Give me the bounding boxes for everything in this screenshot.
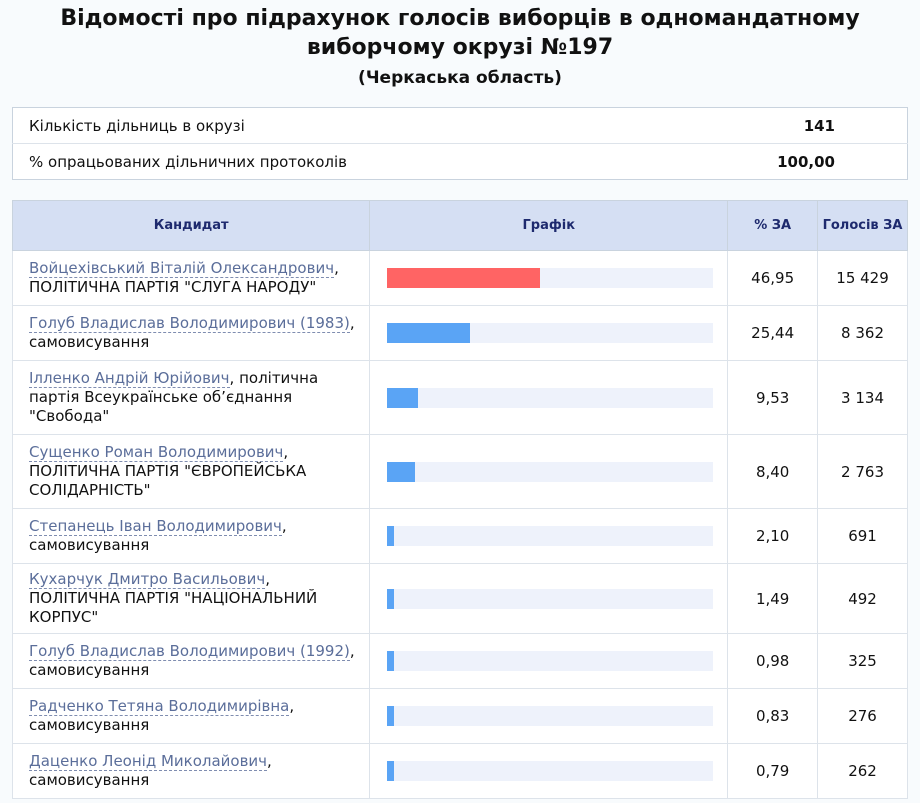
summary-row-processed: % опрацьованих дільничних протоколів 100… bbox=[13, 144, 908, 180]
table-row: Войцехівський Віталій Олександрович, ПОЛ… bbox=[11, 250, 908, 306]
candidate-party: , політична партія Всеукраїнське об’єдна… bbox=[29, 369, 319, 425]
percent-cell: 8,40 bbox=[727, 434, 819, 509]
chart-cell bbox=[369, 508, 729, 564]
candidate-link[interactable]: Радченко Тетяна Володимирівна bbox=[29, 697, 290, 716]
chart-cell bbox=[369, 633, 729, 689]
bar-track bbox=[387, 323, 714, 343]
table-row: Даценко Леонід Миколайович, самовисуванн… bbox=[11, 743, 908, 799]
votes-cell: 2 763 bbox=[817, 434, 908, 509]
candidate-link[interactable]: Сущенко Роман Володимирович bbox=[29, 443, 284, 462]
results-table: Кандидат Графік % ЗА Голосів ЗА Войцехів… bbox=[11, 200, 908, 799]
summary-value: 141 bbox=[707, 107, 908, 144]
percent-cell: 9,53 bbox=[727, 360, 819, 435]
candidate-cell: Степанець Іван Володимирович, самовисува… bbox=[11, 508, 371, 564]
candidate-link[interactable]: Степанець Іван Володимирович bbox=[29, 517, 282, 536]
candidate-party: , самовисування bbox=[29, 517, 287, 554]
chart-cell bbox=[369, 250, 729, 306]
votes-cell: 3 134 bbox=[817, 360, 908, 435]
votes-cell: 691 bbox=[817, 508, 908, 564]
vote-share-bar bbox=[387, 651, 394, 671]
vote-share-bar bbox=[387, 461, 415, 482]
candidate-party: , самовисування bbox=[29, 752, 272, 789]
candidate-party: , самовисування bbox=[29, 697, 295, 734]
candidate-link[interactable]: Войцехівський Віталій Олександрович bbox=[29, 259, 335, 278]
vote-share-bar bbox=[387, 323, 471, 343]
candidate-link[interactable]: Кухарчук Дмитро Васильович bbox=[29, 570, 266, 589]
percent-cell: 0,83 bbox=[727, 688, 819, 744]
summary-label: Кількість дільниць в окрузі bbox=[12, 107, 708, 144]
results-body: Войцехівський Віталій Олександрович, ПОЛ… bbox=[11, 250, 908, 799]
percent-cell: 0,79 bbox=[727, 743, 819, 799]
candidate-link[interactable]: Голуб Владислав Володимирович (1992) bbox=[29, 642, 350, 661]
vote-share-bar bbox=[387, 526, 395, 546]
table-row: Голуб Владислав Володимирович (1983), са… bbox=[11, 305, 908, 361]
table-row: Радченко Тетяна Володимирівна, самовисув… bbox=[11, 688, 908, 744]
chart-cell bbox=[369, 305, 729, 361]
candidate-party: , ПОЛІТИЧНА ПАРТІЯ "НАЦІОНАЛЬНИЙ КОРПУС" bbox=[29, 570, 318, 626]
candidate-cell: Голуб Владислав Володимирович (1983), са… bbox=[11, 305, 371, 361]
vote-share-bar bbox=[387, 761, 394, 781]
candidate-party: , самовисування bbox=[29, 642, 355, 679]
votes-cell: 492 bbox=[817, 563, 908, 634]
candidate-cell: Даценко Леонід Миколайович, самовисуванн… bbox=[11, 743, 371, 799]
candidate-cell: Ілленко Андрій Юрійович, політична парті… bbox=[11, 360, 371, 435]
votes-cell: 262 bbox=[817, 743, 908, 799]
candidate-cell: Войцехівський Віталій Олександрович, ПОЛ… bbox=[11, 250, 371, 306]
chart-cell bbox=[369, 743, 729, 799]
chart-cell bbox=[369, 434, 729, 509]
bar-track bbox=[387, 461, 714, 482]
percent-cell: 1,49 bbox=[727, 563, 819, 634]
vote-share-bar bbox=[387, 588, 394, 609]
percent-cell: 2,10 bbox=[727, 508, 819, 564]
vote-share-bar bbox=[387, 268, 541, 288]
summary-row-stations: Кількість дільниць в окрузі 141 bbox=[12, 107, 908, 144]
results-header-row: Кандидат Графік % ЗА Голосів ЗА bbox=[11, 200, 908, 251]
candidate-link[interactable]: Даценко Леонід Миколайович bbox=[29, 752, 268, 771]
candidate-link[interactable]: Ілленко Андрій Юрійович bbox=[29, 369, 230, 388]
table-row: Степанець Іван Володимирович, самовисува… bbox=[11, 508, 908, 564]
bar-track bbox=[387, 526, 714, 546]
table-row: Ілленко Андрій Юрійович, політична парті… bbox=[11, 360, 908, 435]
candidate-cell: Радченко Тетяна Володимирівна, самовисув… bbox=[11, 688, 371, 744]
chart-cell bbox=[369, 563, 729, 634]
candidate-party: , ПОЛІТИЧНА ПАРТІЯ "ЄВРОПЕЙСЬКА СОЛІДАРН… bbox=[29, 443, 307, 499]
bar-track bbox=[387, 761, 714, 781]
candidate-party: , ПОЛІТИЧНА ПАРТІЯ "СЛУГА НАРОДУ" bbox=[29, 259, 339, 296]
candidate-cell: Голуб Владислав Володимирович (1992), са… bbox=[11, 633, 371, 689]
chart-cell bbox=[369, 688, 729, 744]
page-subtitle: (Черкаська область) bbox=[358, 68, 562, 88]
bar-track bbox=[387, 268, 714, 288]
column-header-percent: % ЗА bbox=[727, 200, 819, 251]
votes-cell: 8 362 bbox=[817, 305, 908, 361]
votes-cell: 325 bbox=[817, 633, 908, 689]
candidate-party: , самовисування bbox=[29, 314, 355, 351]
summary-label: % опрацьованих дільничних протоколів bbox=[29, 152, 348, 171]
percent-cell: 46,95 bbox=[727, 250, 819, 306]
votes-cell: 15 429 bbox=[817, 250, 908, 306]
table-row: Сущенко Роман Володимирович, ПОЛІТИЧНА П… bbox=[11, 434, 908, 509]
table-row: Голуб Владислав Володимирович (1992), са… bbox=[11, 633, 908, 689]
bar-track bbox=[387, 651, 714, 671]
summary-table: Кількість дільниць в окрузі 141 % опраць… bbox=[12, 107, 908, 180]
column-header-candidate: Кандидат bbox=[11, 200, 371, 251]
vote-share-bar bbox=[387, 387, 419, 408]
bar-track bbox=[387, 588, 714, 609]
column-header-votes: Голосів ЗА bbox=[817, 200, 908, 251]
page-title: Відомості про підрахунок голосів виборці… bbox=[60, 6, 860, 60]
chart-cell bbox=[369, 360, 729, 435]
candidate-link[interactable]: Голуб Владислав Володимирович (1983) bbox=[29, 314, 350, 333]
table-row: Кухарчук Дмитро Васильович, ПОЛІТИЧНА ПА… bbox=[11, 563, 908, 634]
percent-cell: 0,98 bbox=[727, 633, 819, 689]
percent-cell: 25,44 bbox=[727, 305, 819, 361]
candidate-cell: Кухарчук Дмитро Васильович, ПОЛІТИЧНА ПА… bbox=[11, 563, 371, 634]
column-header-chart: Графік bbox=[369, 200, 729, 251]
votes-cell: 276 bbox=[817, 688, 908, 744]
bar-track bbox=[387, 387, 714, 408]
candidate-cell: Сущенко Роман Володимирович, ПОЛІТИЧНА П… bbox=[11, 434, 371, 509]
summary-value: 100,00 bbox=[777, 152, 835, 171]
vote-share-bar bbox=[387, 706, 394, 726]
bar-track bbox=[387, 706, 714, 726]
